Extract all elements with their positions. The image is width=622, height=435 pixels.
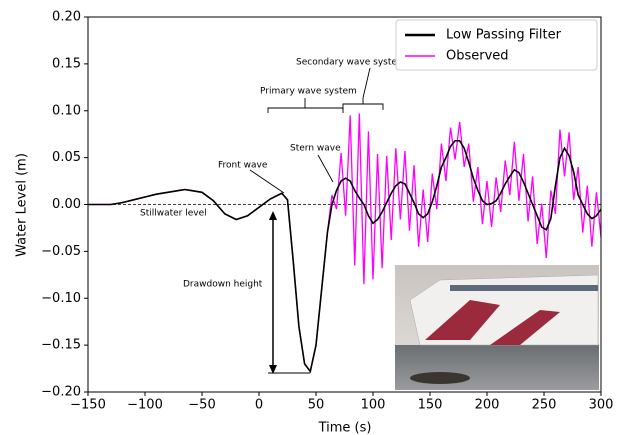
annotation: Primary wave system bbox=[260, 87, 357, 97]
x-tick-label: −150 bbox=[70, 398, 106, 413]
inset-photo bbox=[395, 265, 599, 390]
y-tick-label: −0.05 bbox=[41, 244, 81, 259]
annotation: Secondary wave system bbox=[296, 58, 406, 68]
x-axis-label: Time (s) bbox=[318, 421, 372, 435]
x-tick-label: 200 bbox=[475, 398, 500, 413]
x-tick-label: 300 bbox=[589, 398, 614, 413]
y-axis-label: Water Level (m) bbox=[15, 153, 30, 257]
photo-stripe bbox=[425, 300, 560, 345]
photo-rock bbox=[410, 372, 470, 384]
x-tick-label: −100 bbox=[127, 398, 163, 413]
x-tick-label: 100 bbox=[361, 398, 386, 413]
annotation: Stillwater level bbox=[140, 209, 207, 219]
y-tick-label: 0.05 bbox=[52, 150, 81, 165]
annotation: Drawdown height bbox=[183, 280, 263, 290]
photo-deck bbox=[450, 285, 598, 291]
y-tick-label: −0.15 bbox=[41, 338, 81, 353]
plot-frame bbox=[87, 16, 602, 393]
x-tick-label: −50 bbox=[188, 398, 215, 413]
x-tick-label: 250 bbox=[532, 398, 557, 413]
primary-bracket bbox=[267, 98, 344, 113]
y-tick-label: 0.00 bbox=[52, 197, 81, 212]
legend-box bbox=[395, 19, 598, 71]
x-tick-label: 0 bbox=[255, 398, 263, 413]
x-tick-label: 150 bbox=[418, 398, 443, 413]
front-pointer bbox=[249, 169, 285, 194]
annotation: Front wave bbox=[218, 161, 268, 171]
y-tick-label: 0.20 bbox=[52, 10, 81, 25]
stern-pointer bbox=[317, 154, 334, 183]
y-tick-label: −0.10 bbox=[41, 291, 81, 306]
y-tick-label: 0.15 bbox=[52, 56, 81, 71]
legend-label: Observed bbox=[446, 49, 509, 64]
secondary-bracket bbox=[342, 67, 384, 110]
annotation: Stern wave bbox=[290, 144, 341, 154]
y-tick-label: 0.10 bbox=[52, 103, 81, 118]
legend-label: Low Passing Filter bbox=[446, 28, 562, 43]
y-tick-label: −0.20 bbox=[41, 385, 81, 400]
series-line bbox=[88, 139, 602, 374]
x-tick-label: 50 bbox=[308, 398, 325, 413]
